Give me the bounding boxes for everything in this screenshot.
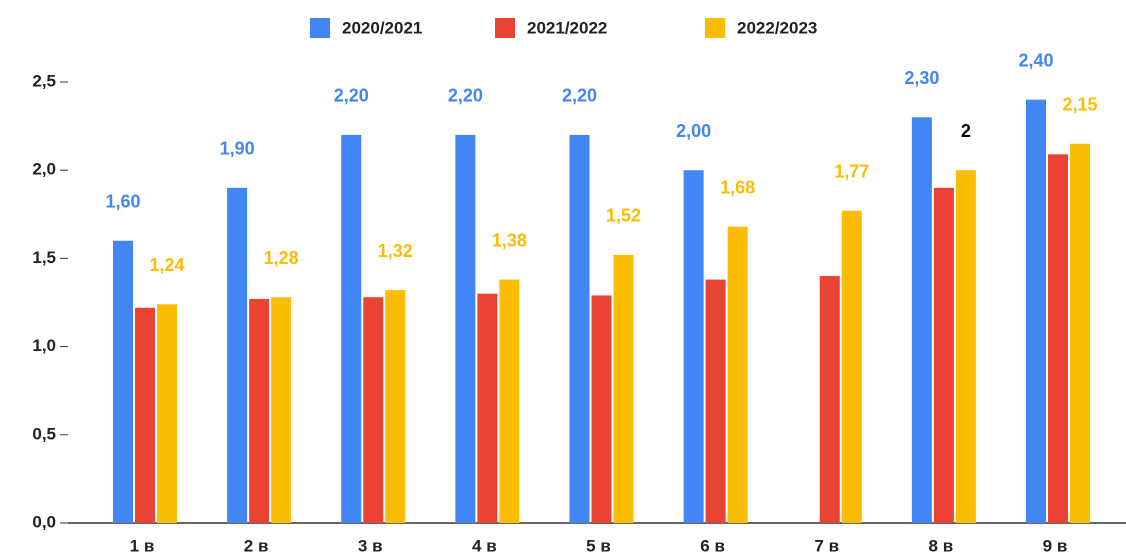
bar — [819, 276, 840, 523]
x-tick-label: 8 в — [929, 536, 954, 555]
bar — [271, 297, 292, 523]
data-label: 2,15 — [1062, 94, 1097, 114]
data-label: 1,24 — [149, 255, 184, 275]
x-tick-label: 9 в — [1043, 536, 1068, 555]
bar — [1048, 154, 1068, 523]
y-tick-label: 2,0 — [32, 160, 56, 179]
bar — [1026, 99, 1046, 523]
bar — [227, 187, 248, 523]
data-label: 1,38 — [492, 230, 527, 250]
bar — [455, 134, 476, 524]
x-tick-label: 6 в — [700, 536, 725, 555]
bar — [157, 304, 177, 523]
data-label: 1,77 — [834, 162, 869, 182]
bar — [841, 210, 862, 523]
bar — [341, 134, 362, 524]
bar — [613, 254, 634, 523]
bar — [113, 240, 133, 523]
data-label: 2,40 — [1018, 50, 1053, 70]
y-tick-label: 0,5 — [32, 424, 56, 443]
bar — [569, 134, 590, 524]
data-label: 2,20 — [334, 86, 369, 106]
bar — [385, 290, 406, 523]
y-tick-label: 2,5 — [32, 71, 56, 90]
bar — [933, 187, 954, 523]
bar — [705, 279, 726, 523]
data-label: 1,90 — [220, 139, 255, 159]
bar — [249, 298, 270, 523]
data-label: 1,60 — [105, 192, 140, 212]
x-tick-label: 1 в — [130, 536, 155, 555]
data-label: 2 — [961, 121, 971, 141]
data-label: 2,20 — [448, 86, 483, 106]
bar — [363, 297, 384, 523]
x-tick-label: 4 в — [472, 536, 497, 555]
x-tick-label: 3 в — [358, 536, 383, 555]
y-tick-label: 1,0 — [32, 336, 56, 355]
x-tick-label: 5 в — [586, 536, 611, 555]
data-label: 2,20 — [562, 86, 597, 106]
data-label: 1,68 — [720, 177, 755, 197]
data-label: 2,00 — [676, 121, 711, 141]
data-label: 1,32 — [378, 241, 413, 261]
legend-label: 2022/2023 — [737, 18, 817, 37]
data-label: 1,52 — [606, 206, 641, 226]
bar — [683, 170, 704, 523]
data-label: 2,30 — [904, 68, 939, 88]
x-tick-label: 2 в — [244, 536, 269, 555]
legend-swatch — [310, 18, 330, 38]
y-tick-label: 0,0 — [32, 512, 56, 531]
legend-swatch — [705, 18, 725, 38]
data-label: 1,28 — [264, 248, 299, 268]
y-tick-label: 1,5 — [32, 248, 56, 267]
legend-label: 2020/2021 — [342, 18, 422, 37]
legend-label: 2021/2022 — [527, 18, 607, 37]
bar — [1070, 143, 1090, 524]
bar — [911, 117, 932, 523]
bar — [727, 226, 748, 523]
x-tick-label: 7 в — [814, 536, 839, 555]
bar — [955, 170, 976, 523]
legend-swatch — [495, 18, 515, 38]
bar — [477, 293, 498, 523]
bar — [591, 295, 612, 523]
bar — [135, 307, 155, 523]
bar — [499, 279, 520, 523]
